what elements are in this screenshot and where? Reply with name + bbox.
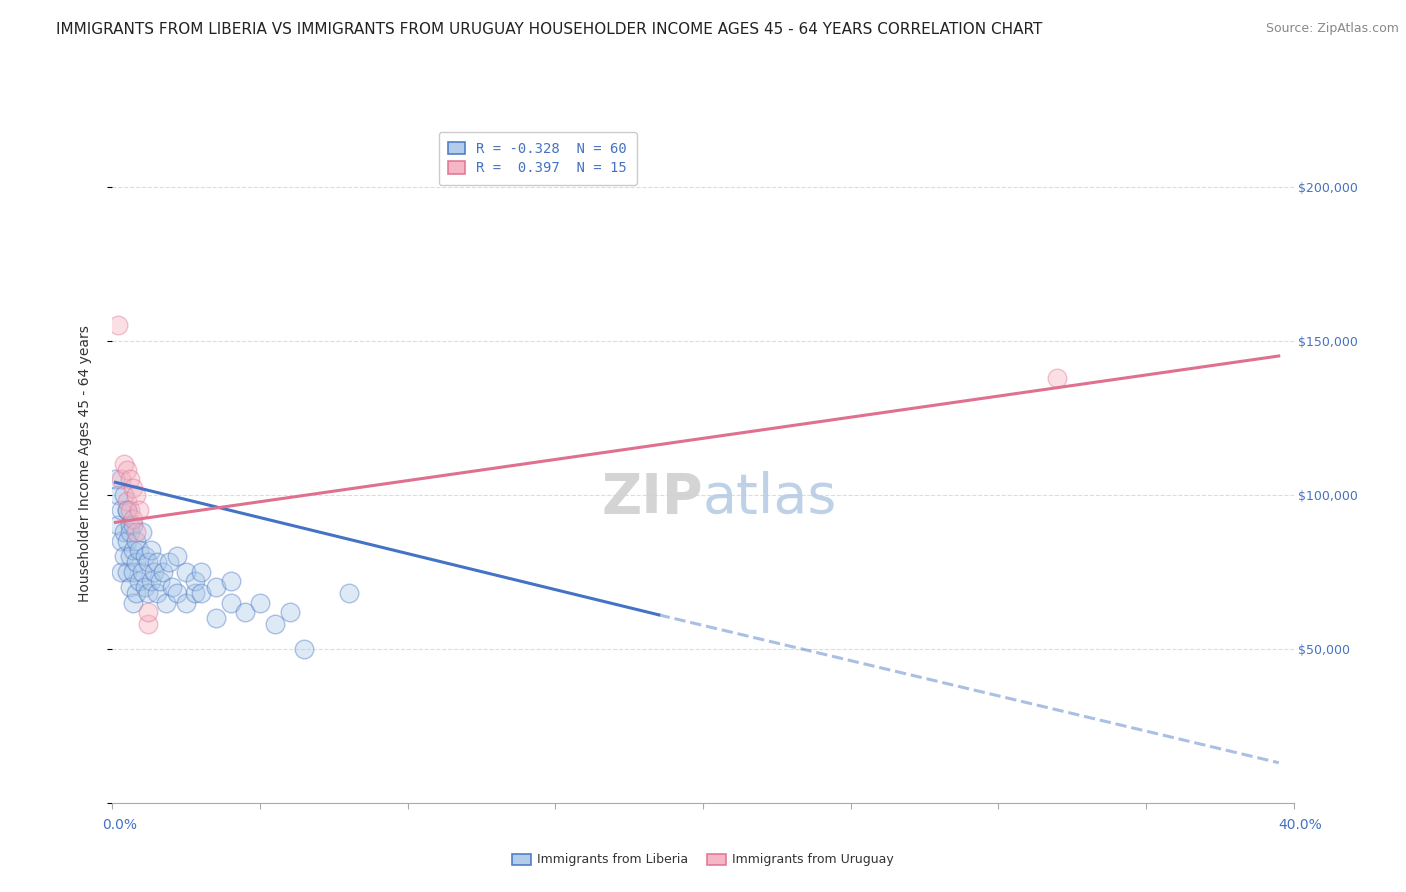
- Point: [117, 503, 138, 517]
- Point: [278, 605, 301, 619]
- Point: [112, 457, 135, 471]
- Point: [120, 580, 142, 594]
- Point: [128, 543, 150, 558]
- Point: [174, 565, 197, 579]
- Point: [112, 549, 135, 564]
- Text: ZIP: ZIP: [602, 471, 703, 524]
- Point: [136, 556, 159, 570]
- Point: [122, 512, 145, 526]
- Point: [128, 503, 150, 517]
- Point: [117, 493, 138, 508]
- Point: [122, 595, 145, 609]
- Point: [122, 565, 145, 579]
- Point: [110, 503, 132, 517]
- Legend: R = -0.328  N = 60, R =  0.397  N = 15: R = -0.328 N = 60, R = 0.397 N = 15: [439, 132, 637, 185]
- Point: [157, 556, 180, 570]
- Point: [249, 595, 271, 609]
- Point: [110, 533, 132, 548]
- Point: [110, 472, 132, 486]
- Point: [184, 586, 207, 600]
- Point: [146, 556, 169, 570]
- Point: [120, 518, 142, 533]
- Point: [146, 586, 169, 600]
- Point: [117, 533, 138, 548]
- Point: [292, 641, 315, 656]
- Point: [112, 524, 135, 539]
- Point: [117, 463, 138, 477]
- Point: [125, 524, 148, 539]
- Point: [120, 549, 142, 564]
- Point: [190, 565, 212, 579]
- Point: [120, 524, 142, 539]
- Text: atlas: atlas: [703, 471, 838, 524]
- Point: [125, 533, 148, 548]
- Point: [166, 549, 188, 564]
- Text: IMMIGRANTS FROM LIBERIA VS IMMIGRANTS FROM URUGUAY HOUSEHOLDER INCOME AGES 45 - : IMMIGRANTS FROM LIBERIA VS IMMIGRANTS FR…: [56, 22, 1043, 37]
- Legend: Immigrants from Liberia, Immigrants from Uruguay: Immigrants from Liberia, Immigrants from…: [508, 848, 898, 871]
- Text: 0.0%: 0.0%: [103, 818, 136, 832]
- Point: [184, 574, 207, 588]
- Point: [174, 595, 197, 609]
- Point: [337, 586, 360, 600]
- Point: [112, 488, 135, 502]
- Point: [219, 595, 242, 609]
- Point: [205, 580, 228, 594]
- Point: [120, 472, 142, 486]
- Point: [110, 565, 132, 579]
- Point: [139, 543, 162, 558]
- Point: [107, 488, 129, 502]
- Point: [107, 318, 129, 333]
- Point: [205, 611, 228, 625]
- Point: [125, 488, 148, 502]
- Point: [160, 580, 183, 594]
- Point: [125, 586, 148, 600]
- Point: [122, 543, 145, 558]
- Point: [152, 565, 174, 579]
- Point: [155, 595, 177, 609]
- Point: [107, 518, 129, 533]
- Text: 40.0%: 40.0%: [1278, 818, 1323, 832]
- Y-axis label: Householder Income Ages 45 - 64 years: Householder Income Ages 45 - 64 years: [77, 326, 91, 602]
- Point: [142, 565, 165, 579]
- Point: [149, 574, 172, 588]
- Point: [125, 556, 148, 570]
- Point: [139, 574, 162, 588]
- Point: [131, 524, 153, 539]
- Point: [117, 565, 138, 579]
- Point: [166, 586, 188, 600]
- Point: [104, 472, 127, 486]
- Point: [120, 503, 142, 517]
- Point: [1046, 370, 1069, 384]
- Point: [128, 574, 150, 588]
- Point: [264, 617, 287, 632]
- Text: Source: ZipAtlas.com: Source: ZipAtlas.com: [1265, 22, 1399, 36]
- Point: [134, 580, 156, 594]
- Point: [233, 605, 256, 619]
- Point: [136, 605, 159, 619]
- Point: [122, 518, 145, 533]
- Point: [136, 617, 159, 632]
- Point: [131, 565, 153, 579]
- Point: [117, 503, 138, 517]
- Point: [219, 574, 242, 588]
- Point: [122, 482, 145, 496]
- Point: [190, 586, 212, 600]
- Point: [136, 586, 159, 600]
- Point: [134, 549, 156, 564]
